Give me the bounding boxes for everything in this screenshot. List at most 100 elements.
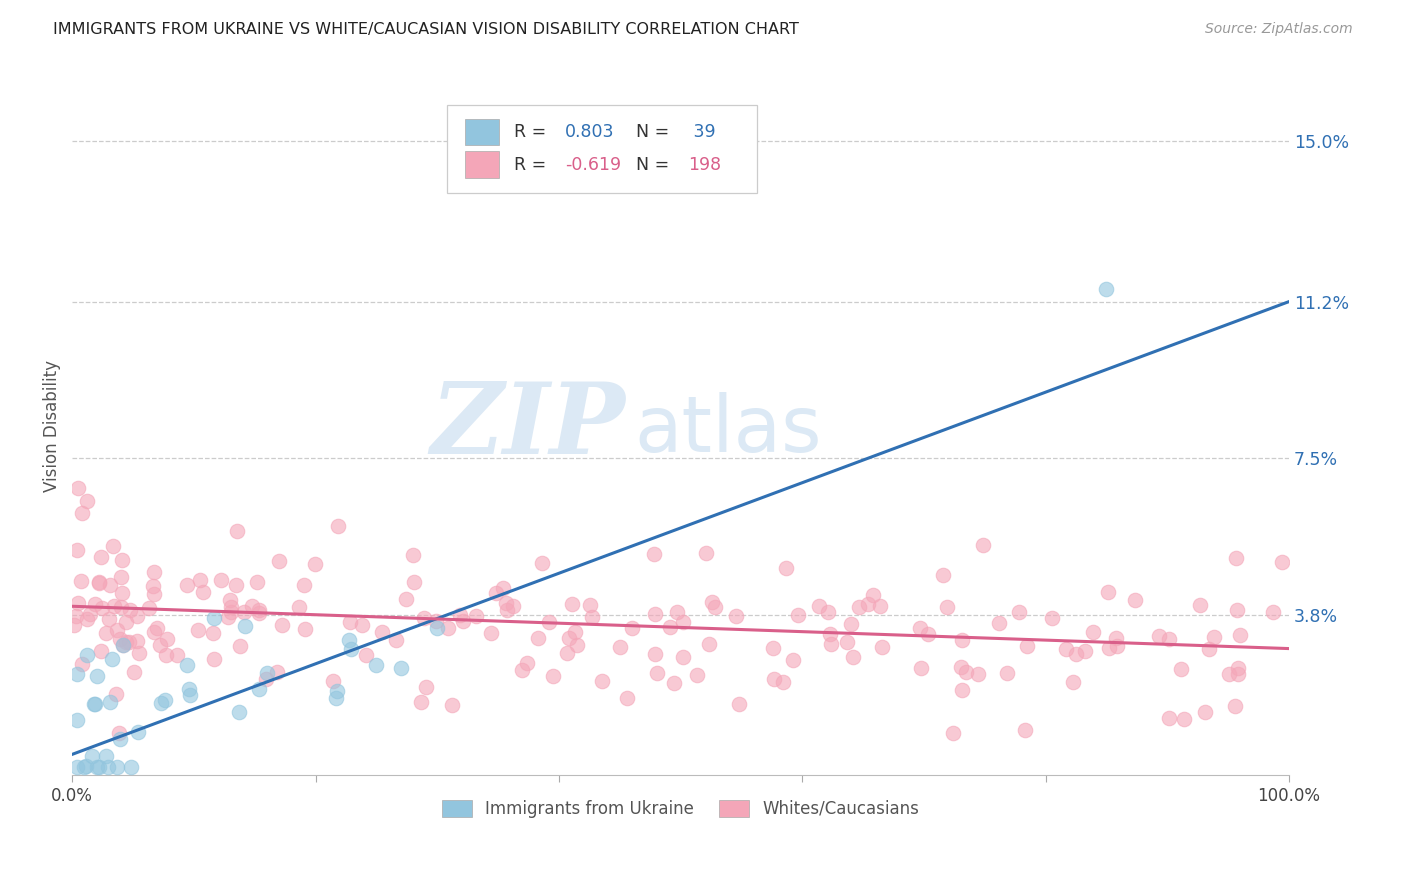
Point [352,618,374,632]
Point [531,556,554,570]
Point [233,618,256,632]
Point [1064,647,1087,661]
Text: 0.803: 0.803 [565,123,614,141]
Point [94,749,117,764]
Point [415,680,437,694]
Point [609,640,631,655]
Point [177,682,200,697]
Point [1226,661,1249,675]
Point [967,667,990,681]
Point [100,695,122,709]
Point [70,506,93,520]
Point [425,614,447,628]
Point [115,635,138,649]
Point [98,578,121,592]
Point [67,481,90,495]
Point [440,698,463,712]
Point [87,575,110,590]
Point [105,623,128,637]
Point [176,657,198,672]
Point [1223,698,1246,713]
Point [304,558,326,572]
Point [66,542,89,557]
Point [665,605,688,619]
Text: 198: 198 [688,156,721,174]
Point [1204,630,1226,644]
Point [202,625,225,640]
Point [1054,642,1077,657]
Point [103,599,125,613]
Point [146,621,169,635]
Point [94,625,117,640]
Point [122,665,145,680]
Point [1097,584,1119,599]
Point [541,669,564,683]
Point [83,697,105,711]
Point [114,615,136,629]
Point [402,548,425,562]
Point [496,603,519,617]
Y-axis label: Vision Disability: Vision Disability [44,360,60,492]
Bar [465,152,499,178]
Point [294,622,316,636]
Point [1083,624,1105,639]
Point [108,732,131,747]
Point [995,666,1018,681]
Point [437,621,460,635]
Point [219,593,242,607]
Point [191,585,214,599]
Point [65,666,87,681]
Point [1198,642,1220,657]
Point [322,673,344,688]
Point [111,586,134,600]
Point [292,578,315,592]
Point [118,635,141,649]
Point [1173,712,1195,726]
Point [217,610,239,624]
Point [228,639,250,653]
Point [818,626,841,640]
Point [451,615,474,629]
Point [1227,666,1250,681]
Point [70,574,93,588]
Point [479,626,502,640]
Point [724,609,747,624]
Point [1194,705,1216,719]
Point [90,600,112,615]
Point [950,633,973,648]
Point [142,579,165,593]
Point [1218,667,1240,681]
Point [66,760,89,774]
Point [700,595,723,609]
Point [127,633,149,648]
Point [111,638,134,652]
Point [188,573,211,587]
Point [672,650,695,665]
Point [697,637,720,651]
Point [202,611,225,625]
Point [761,640,783,655]
Point [647,666,669,681]
Point [1147,629,1170,643]
Point [695,546,717,560]
Point [1097,640,1119,655]
Point [127,725,149,739]
Point [658,620,681,634]
Point [337,633,360,648]
Point [495,596,517,610]
Point [426,620,449,634]
Point [955,665,977,680]
Point [502,599,524,614]
Point [86,668,108,682]
Point [371,624,394,639]
Point [246,575,269,590]
Point [787,607,810,622]
Point [772,675,794,690]
Point [848,599,870,614]
Point [142,624,165,639]
Point [1159,711,1181,725]
Point [111,638,134,652]
Point [1008,605,1031,619]
Point [228,705,250,719]
Point [149,638,172,652]
